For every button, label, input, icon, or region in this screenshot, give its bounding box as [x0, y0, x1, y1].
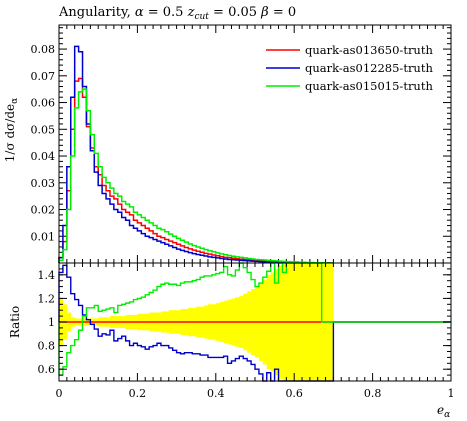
- ratio-xtick-label: 0.6: [285, 387, 303, 400]
- legend-label-blue: quark-as012285-truth: [305, 61, 433, 75]
- main-y-axis-label: 1/σ dσ/deα: [3, 98, 20, 162]
- ratio-ytick-label: 1.4: [38, 269, 56, 282]
- ratio-ytick-label: 1.2: [38, 292, 56, 305]
- legend-label-red: quark-as013650-truth: [305, 43, 433, 57]
- main-panel: 0.01 0.02 0.03 0.04 0.05 0.06 0.07 0.08: [31, 24, 452, 264]
- main-series-line-1: [58, 77, 334, 264]
- main-series-line-2: [58, 45, 334, 264]
- ratio-ytick-label: 0.8: [38, 340, 56, 353]
- main-axis-ticks: 0.01 0.02 0.03 0.04 0.05 0.06 0.07 0.08: [31, 25, 452, 263]
- ratio-axis-ticks: 0.6 0.8 1 1.2 1.4 0 0.2 0.4 0.6 0.8 1: [38, 263, 455, 400]
- x-axis-label: eα: [437, 403, 450, 420]
- ratio-xtick-label: 0.2: [129, 387, 147, 400]
- main-ytick-label: 0.02: [31, 204, 56, 217]
- main-ytick-label: 0.08: [31, 43, 56, 56]
- ratio-y-axis-label: Ratio: [8, 306, 22, 338]
- chart-title: Angularity, α = 0.5 zcut = 0.05 β = 0: [58, 5, 296, 22]
- legend: quark-as013650-truth quark-as012285-trut…: [266, 43, 433, 93]
- ratio-plot-frame: [58, 262, 452, 382]
- main-ytick-label: 0.01: [31, 230, 56, 243]
- ratio-series-group: [58, 262, 451, 382]
- ratio-xtick-label: 1: [448, 387, 455, 400]
- ratio-ytick-label: 0.6: [38, 363, 56, 376]
- main-ytick-label: 0.05: [31, 123, 56, 136]
- main-ytick-label: 0.04: [31, 150, 56, 163]
- main-ytick-label: 0.03: [31, 177, 56, 190]
- main-series-group: [58, 45, 334, 264]
- legend-label-green: quark-as015015-truth: [305, 79, 433, 93]
- ratio-xtick-label: 0.8: [364, 387, 382, 400]
- ratio-xtick-label: 0.4: [207, 387, 225, 400]
- main-ytick-label: 0.06: [31, 97, 56, 110]
- ratio-ytick-label: 1: [48, 316, 55, 329]
- main-series-line-3: [58, 88, 334, 264]
- ratio-panel: 0.6 0.8 1 1.2 1.4 0 0.2 0.4 0.6 0.8 1: [38, 262, 455, 400]
- ratio-xtick-label: 0: [56, 387, 63, 400]
- main-ytick-label: 0.07: [31, 70, 56, 83]
